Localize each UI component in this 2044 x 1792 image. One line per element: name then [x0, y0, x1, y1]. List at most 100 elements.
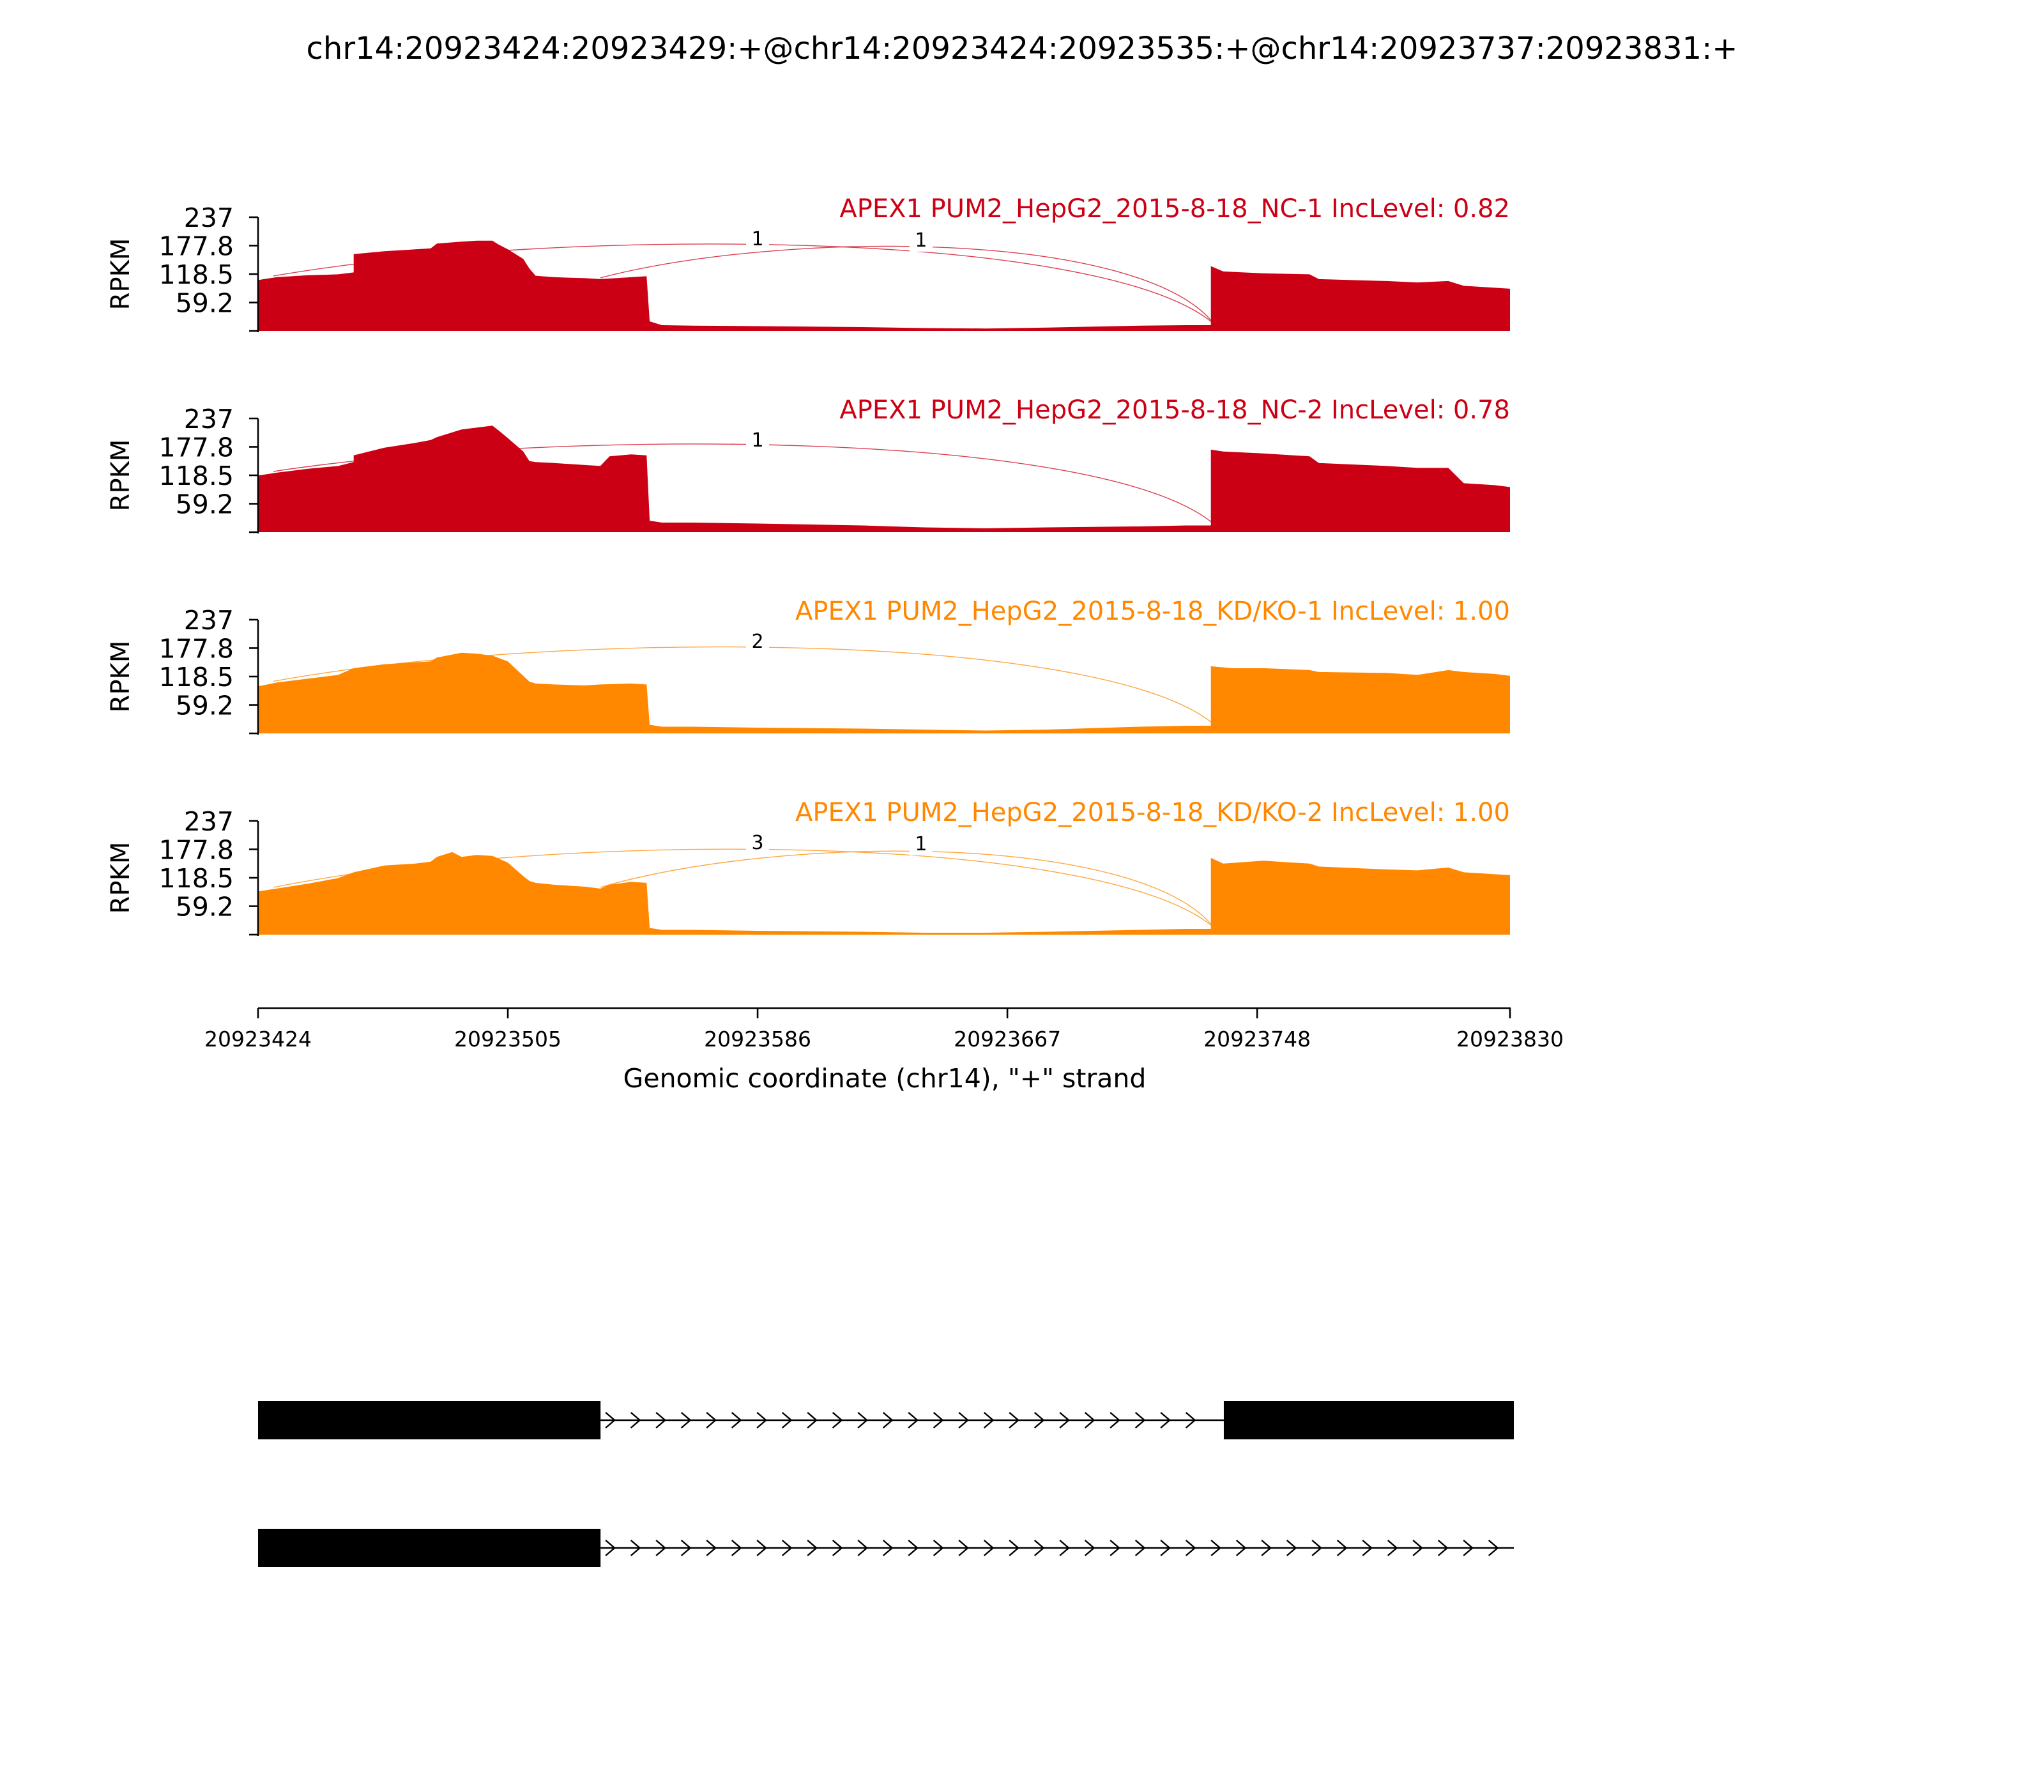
strand-arrow [983, 1540, 995, 1556]
y-tick-label: 118.5 [159, 259, 234, 290]
strand-arrow [1160, 1412, 1171, 1428]
strand-arrow [1336, 1540, 1348, 1556]
coverage-area [258, 852, 1510, 935]
y-axis-label: RPKM [106, 238, 135, 310]
strand-arrow [706, 1412, 717, 1428]
junction-count-background [909, 230, 933, 252]
coverage-area [258, 425, 1510, 532]
y-tick-label: 237 [184, 806, 234, 837]
junction-count: 2 [752, 631, 764, 653]
strand-arrow [680, 1540, 692, 1556]
y-tick-label: 237 [184, 404, 234, 434]
y-tick-label: 59.2 [176, 892, 234, 923]
strand-arrow [933, 1412, 944, 1428]
y-tick-label: 237 [184, 203, 234, 233]
y-tick-label: 177.8 [159, 432, 234, 463]
strand-arrow [882, 1412, 894, 1428]
strand-arrow [1059, 1540, 1071, 1556]
junction-arc [600, 850, 1215, 928]
strand-arrow [605, 1540, 616, 1556]
y-tick-label: 177.8 [159, 633, 234, 664]
strand-arrow [1362, 1540, 1373, 1556]
junction-arc [273, 243, 1215, 325]
y-tick-label: 59.2 [176, 691, 234, 721]
strand-arrow [1210, 1540, 1222, 1556]
x-tick-label: 20923424 [204, 1027, 312, 1052]
strand-arrow [680, 1412, 692, 1428]
strand-arrow [1311, 1540, 1323, 1556]
junction-arc [600, 245, 1215, 325]
y-tick-label: 59.2 [176, 288, 234, 319]
strand-arrow [706, 1540, 717, 1556]
junction-arc [273, 848, 1215, 928]
isoform-2 [258, 1529, 1514, 1567]
gene-model [258, 1401, 1514, 1567]
strand-arrow [630, 1540, 641, 1556]
strand-arrow [731, 1540, 742, 1556]
strand-arrow [857, 1412, 869, 1428]
strand-arrow [1009, 1412, 1020, 1428]
strand-arrow [958, 1540, 970, 1556]
x-tick-label: 20923667 [954, 1027, 1061, 1052]
junction-count-background [746, 430, 770, 452]
junction-count-background [746, 229, 770, 250]
exon-block [258, 1529, 601, 1567]
junction-count: 1 [752, 228, 764, 250]
x-tick-label: 20923586 [704, 1027, 811, 1052]
strand-arrow [958, 1412, 970, 1428]
strand-arrow [1033, 1540, 1045, 1556]
strand-arrow [1110, 1412, 1121, 1428]
junction-count-background [909, 834, 933, 855]
y-axis-label: RPKM [106, 641, 135, 713]
junction-arc [273, 646, 1215, 725]
y-tick-label: 118.5 [159, 662, 234, 693]
strand-arrow [731, 1412, 742, 1428]
strand-arrow [1437, 1540, 1449, 1556]
strand-arrow [832, 1540, 843, 1556]
y-tick-label: 177.8 [159, 231, 234, 261]
strand-arrow [1033, 1412, 1045, 1428]
figure-title: chr14:20923424:20923429:+@chr14:20923424… [307, 31, 1738, 66]
strand-arrow [1185, 1540, 1196, 1556]
x-tick-label: 20923505 [454, 1027, 561, 1052]
strand-arrow [1463, 1540, 1474, 1556]
track-label: APEX1 PUM2_HepG2_2015-8-18_KD/KO-2 IncLe… [795, 798, 1510, 827]
track-label: APEX1 PUM2_HepG2_2015-8-18_NC-1 IncLevel… [839, 194, 1510, 224]
track-label: APEX1 PUM2_HepG2_2015-8-18_KD/KO-1 IncLe… [795, 597, 1510, 626]
x-axis-label: Genomic coordinate (chr14), "+" strand [623, 1063, 1147, 1094]
strand-arrow [807, 1540, 818, 1556]
strand-arrow [1235, 1540, 1247, 1556]
exon-block [1223, 1401, 1514, 1439]
strand-arrow [1387, 1540, 1398, 1556]
strand-arrow [756, 1540, 768, 1556]
x-axis: Genomic coordinate (chr14), "+" strand 2… [204, 1007, 1564, 1094]
x-tick-label: 20923830 [1456, 1027, 1564, 1052]
y-tick-label: 118.5 [159, 461, 234, 491]
x-tick-label: 20923748 [1203, 1027, 1311, 1052]
strand-arrow [781, 1540, 793, 1556]
strand-arrow [655, 1412, 667, 1428]
strand-arrow [1134, 1412, 1146, 1428]
strand-arrow [1261, 1540, 1272, 1556]
strand-arrow [1488, 1540, 1499, 1556]
y-tick-label: 59.2 [176, 489, 234, 520]
coverage-area [258, 652, 1510, 733]
y-tick-label: 177.8 [159, 834, 234, 865]
strand-arrow [781, 1412, 793, 1428]
junction-arc [273, 443, 1215, 525]
strand-arrow [1185, 1412, 1196, 1428]
strand-arrow [1009, 1540, 1020, 1556]
strand-arrow [857, 1540, 869, 1556]
strand-arrow [1059, 1412, 1071, 1428]
junction-count-background [746, 832, 770, 854]
exon-block [258, 1401, 601, 1439]
junction-count: 3 [752, 832, 764, 854]
strand-arrow [1412, 1540, 1424, 1556]
strand-arrow [630, 1412, 641, 1428]
strand-arrow [605, 1412, 616, 1428]
